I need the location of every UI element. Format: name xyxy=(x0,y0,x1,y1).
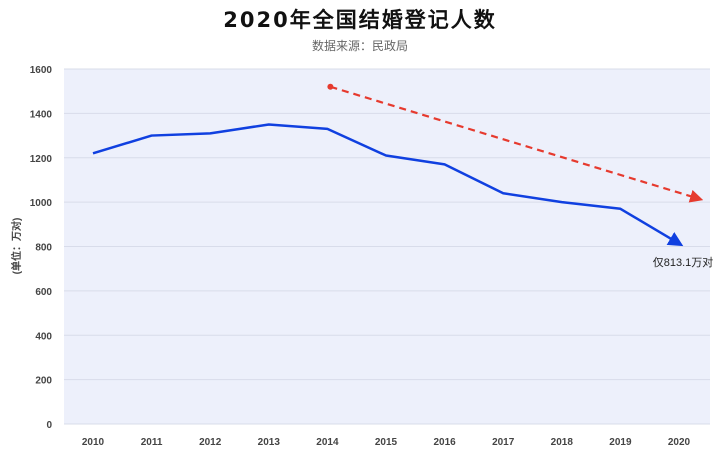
x-tick-label: 2015 xyxy=(375,437,398,448)
y-tick-label: 400 xyxy=(35,331,52,342)
x-tick-label: 2016 xyxy=(433,437,456,448)
y-tick-label: 200 xyxy=(35,376,52,387)
x-tick-label: 2019 xyxy=(609,437,632,448)
y-tick-label: 800 xyxy=(35,243,52,254)
x-tick-label: 2012 xyxy=(199,437,222,448)
y-tick-label: 600 xyxy=(35,287,52,298)
y-tick-label: 1400 xyxy=(30,109,53,120)
chart-title: 2020年全国结婚登记人数 xyxy=(223,8,497,32)
x-tick-label: 2017 xyxy=(492,437,515,448)
trend-arrow xyxy=(330,85,704,203)
annotation-label: 仅813.1万对 xyxy=(653,255,714,269)
x-tick-label: 2011 xyxy=(141,437,163,448)
x-tick-label: 2014 xyxy=(316,437,339,448)
y-tick-label: 1000 xyxy=(30,198,53,209)
chart-subtitle: 数据来源：民政局 xyxy=(311,39,408,53)
y-axis-label: (单位：万对) xyxy=(10,218,23,275)
x-tick-label: 2010 xyxy=(82,437,105,448)
y-tick-label: 1600 xyxy=(30,65,53,76)
x-tick-label: 2013 xyxy=(258,437,281,448)
x-tick-label: 2020 xyxy=(668,437,691,448)
y-tick-label: 1200 xyxy=(30,154,53,165)
y-tick-label: 0 xyxy=(46,420,52,431)
x-tick-label: 2018 xyxy=(551,437,574,448)
